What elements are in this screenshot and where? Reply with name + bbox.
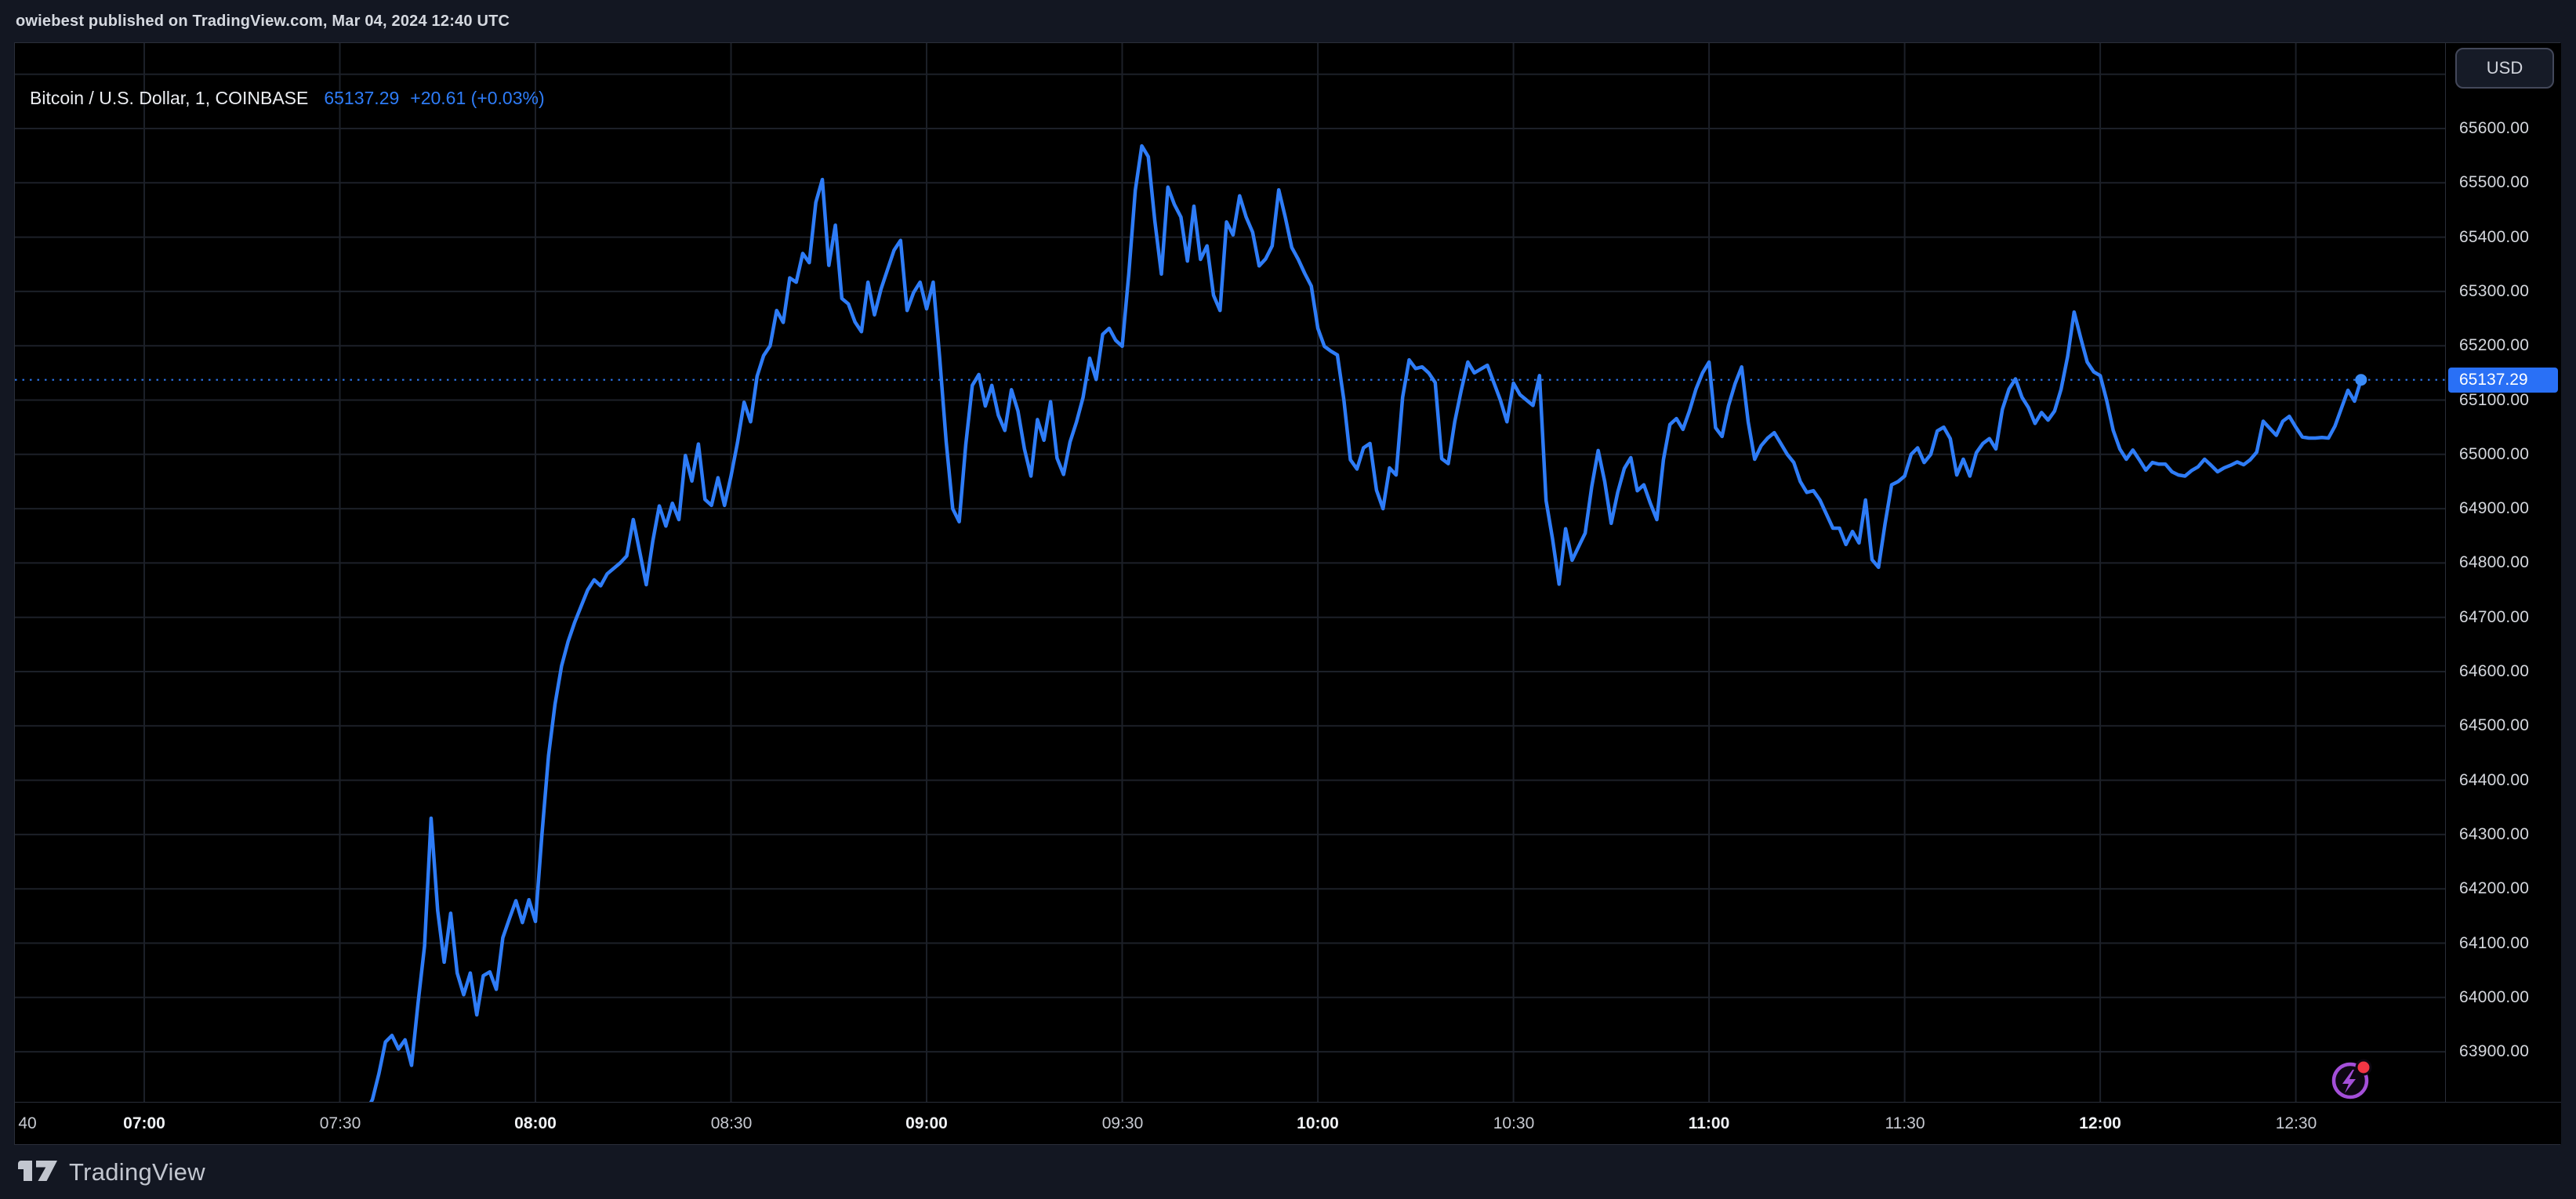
price-tick-65600.00: 65600.00 [2459, 119, 2530, 137]
time-tick-08:00: 08:00 [514, 1114, 557, 1132]
time-tick-07:30: 07:30 [319, 1114, 361, 1132]
time-tick-11:30: 11:30 [1885, 1114, 1925, 1132]
price-tick-64300.00: 64300.00 [2459, 825, 2530, 843]
price-tick-64900.00: 64900.00 [2459, 499, 2530, 517]
tradingview-brand-text[interactable]: TradingView [69, 1158, 205, 1186]
time-tick-10:30: 10:30 [1493, 1114, 1535, 1132]
price-tick-65400.00: 65400.00 [2459, 228, 2530, 246]
price-tick-64000.00: 64000.00 [2459, 988, 2530, 1006]
price-tick-64100.00: 64100.00 [2459, 934, 2530, 952]
symbol-title: Bitcoin / U.S. Dollar, 1, COINBASE [30, 88, 309, 108]
time-tick-11:00: 11:00 [1688, 1114, 1730, 1132]
tradingview-logo-icon[interactable] [17, 1160, 58, 1185]
price-tick-65300.00: 65300.00 [2459, 282, 2530, 300]
price-tick-64800.00: 64800.00 [2459, 553, 2530, 571]
time-tick-12:00: 12:00 [2079, 1114, 2121, 1132]
footer: TradingView [17, 1150, 205, 1194]
price-tick-65100.00: 65100.00 [2459, 391, 2530, 409]
price-tick-65200.00: 65200.00 [2459, 336, 2530, 354]
price-axis[interactable]: USD 65600.00 65500.00 65400.00 65300.00 6520… [2445, 43, 2561, 1102]
price-chart-canvas [15, 43, 2445, 1102]
time-tick-09:30: 09:30 [1101, 1114, 1144, 1132]
last-price-value: 65137.29 [2459, 371, 2528, 389]
time-tick-08:30: 08:30 [710, 1114, 753, 1132]
price-tick-64500.00: 64500.00 [2459, 716, 2530, 734]
notification-dot [2357, 1061, 2370, 1074]
price-tick-64600.00: 64600.00 [2459, 662, 2530, 680]
currency-toggle-button[interactable]: USD [2455, 48, 2554, 89]
price-line-series [368, 143, 2364, 1102]
last-price-dot [2355, 374, 2367, 386]
price-tick-64700.00: 64700.00 [2459, 608, 2530, 626]
last-price-label: 65137.29 [2448, 368, 2558, 393]
attribution-text: owiebest published on TradingView.com, M… [16, 12, 510, 30]
price-tick-64400.00: 64400.00 [2459, 771, 2530, 789]
chart-widget: Bitcoin / U.S. Dollar, 1, COINBASE 65137… [14, 42, 2561, 1145]
price-tick-64200.00: 64200.00 [2459, 879, 2530, 897]
price-tick-65000.00: 65000.00 [2459, 445, 2530, 463]
time-axis[interactable]: 40 07:00 07:30 08:00 08:30 09:00 09:30 10:00 10:… [15, 1102, 2561, 1144]
time-tick-06:40: 40 [18, 1114, 37, 1132]
attribution-bar: owiebest published on TradingView.com, M… [16, 0, 510, 42]
chart-legend: Bitcoin / U.S. Dollar, 1, COINBASE 65137… [30, 88, 545, 109]
legend-change: +20.61 (+0.03%) [410, 88, 545, 108]
price-tick-65500.00: 65500.00 [2459, 173, 2530, 191]
flash-stream-icon[interactable] [2327, 1056, 2377, 1102]
lightning-bolt-icon [2342, 1070, 2356, 1093]
time-tick-12:30: 12:30 [2275, 1114, 2317, 1132]
legend-last-price: 65137.29 [324, 88, 400, 108]
time-tick-09:00: 09:00 [905, 1114, 948, 1132]
time-tick-07:00: 07:00 [123, 1114, 165, 1132]
time-tick-10:00: 10:00 [1297, 1114, 1339, 1132]
price-chart-plot[interactable]: Bitcoin / U.S. Dollar, 1, COINBASE 65137… [15, 43, 2445, 1102]
price-tick-63900.00: 63900.00 [2459, 1042, 2530, 1060]
